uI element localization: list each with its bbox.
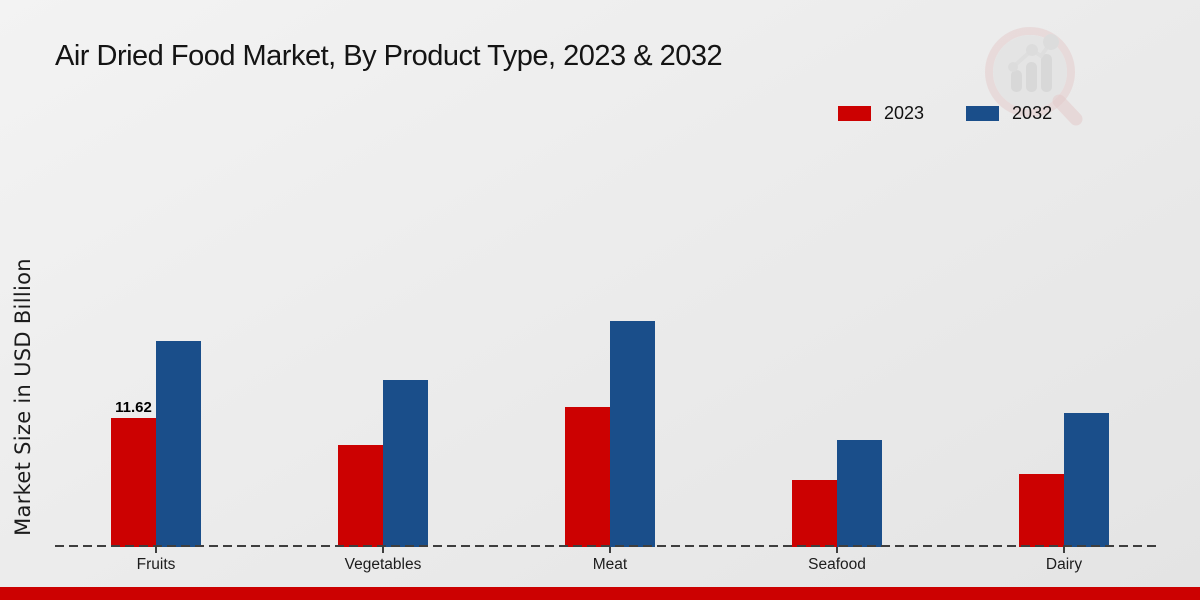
magnifier-bar-chart-logo-icon [985, 27, 1083, 126]
x-axis-tick [382, 547, 384, 553]
legend-item-2032: 2032 [966, 103, 1052, 124]
bar-2023-fruits [111, 418, 156, 547]
category-label-vegetables: Vegetables [344, 556, 422, 573]
category-label-dairy: Dairy [1045, 556, 1083, 573]
legend-swatch-2032-icon [966, 106, 1000, 121]
bar-2023-meat [565, 407, 610, 547]
bar-2023-seafood [792, 480, 837, 547]
x-axis-tick [836, 547, 838, 553]
footer-accent-band [0, 587, 1200, 600]
category-label-fruits: Fruits [136, 556, 176, 573]
x-axis-baseline [55, 545, 1160, 547]
x-axis-tick [155, 547, 157, 553]
bar-2032-vegetables [383, 380, 428, 547]
bar-2032-fruits [156, 341, 201, 547]
y-axis-label-wrap: Market Size in USD Billion [11, 231, 37, 563]
chart-title: Air Dried Food Market, By Product Type, … [55, 40, 723, 72]
legend-label-2023: 2023 [884, 103, 925, 123]
bar-2032-dairy [1064, 413, 1109, 547]
bar-2032-meat [610, 321, 655, 547]
category-label-seafood: Seafood [808, 556, 866, 573]
bar-value-label: 11.62 [115, 399, 152, 416]
legend-item-2023: 2023 [838, 103, 924, 124]
bar-2032-seafood [837, 440, 882, 547]
legend: 2023 2032 [838, 103, 1080, 124]
y-axis-label: Market Size in USD Billion [11, 258, 35, 536]
legend-swatch-2023-icon [838, 106, 871, 121]
legend-label-2032: 2032 [1012, 103, 1053, 123]
bar-2023-vegetables [338, 445, 383, 547]
x-axis-tick [1063, 547, 1065, 553]
bar-2023-dairy [1019, 474, 1064, 547]
x-axis-tick [609, 547, 611, 553]
category-label-meat: Meat [592, 556, 628, 573]
